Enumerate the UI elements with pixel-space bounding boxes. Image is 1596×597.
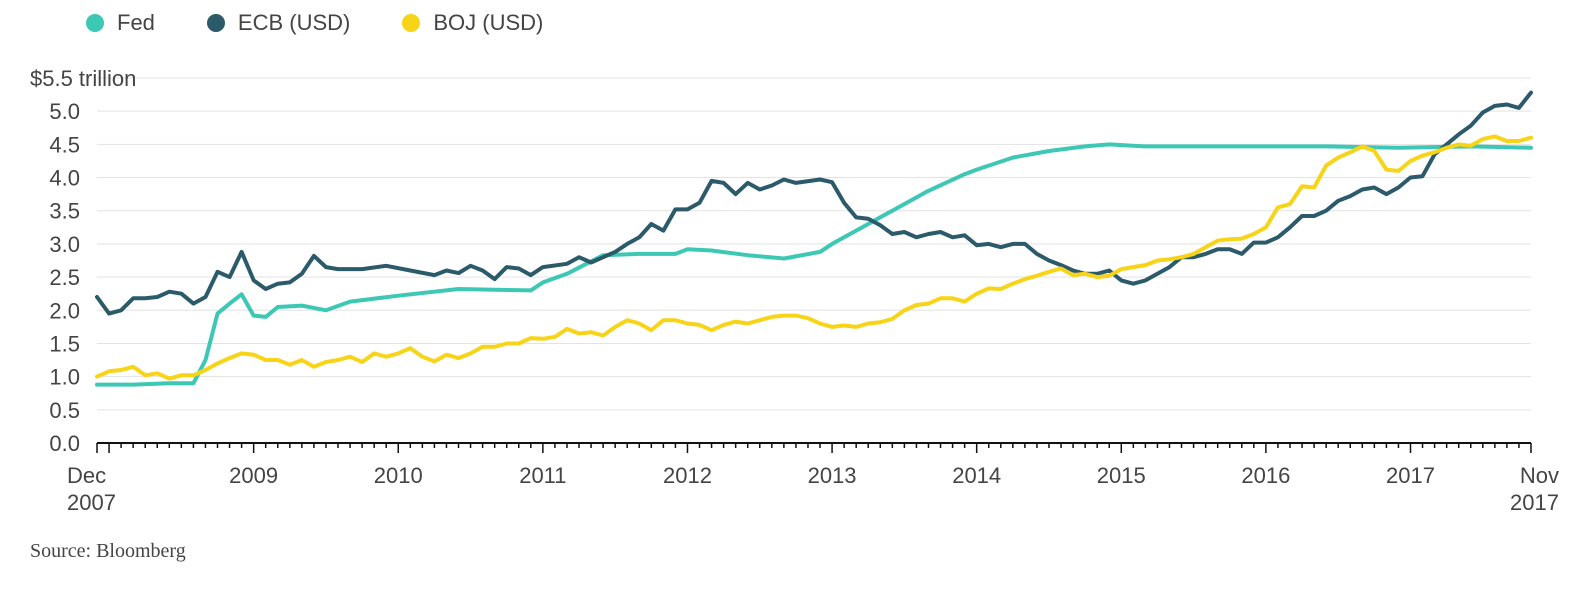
x-tick-label: 2014	[952, 463, 1001, 488]
x-tick-label: 2017	[1386, 463, 1435, 488]
y-tick-label: 2.0	[49, 298, 80, 323]
x-tick-label: 2015	[1097, 463, 1146, 488]
y-tick-label: 1.5	[49, 331, 80, 356]
x-tick-label-year: 2017	[1510, 490, 1559, 515]
x-tick-label: 2009	[229, 463, 278, 488]
legend-item: ECB (USD)	[206, 10, 351, 36]
x-tick-label: Nov	[1520, 463, 1559, 488]
legend-item: Fed	[86, 10, 155, 36]
y-tick-label: 3.0	[49, 232, 80, 257]
y-tick-label: 0.0	[49, 431, 80, 456]
line-chart: $5.5 trillion 0.0 0.5 1.0 1.5 2.0 2.5 3.0 3.5 4.0…	[30, 66, 1559, 515]
x-tick-label-year: 2007	[67, 490, 116, 515]
x-tick-label: 2013	[808, 463, 857, 488]
grid-lines	[97, 77, 1531, 411]
x-tick-label: 2010	[374, 463, 423, 488]
y-tick-label: 4.0	[49, 166, 80, 191]
legend-label: ECB (USD)	[237, 10, 351, 35]
x-tick-label: 2011	[519, 463, 566, 488]
y-axis-top-label: $5.5 trillion	[30, 66, 136, 91]
y-tick-label: 3.5	[49, 199, 80, 224]
legend-swatch	[86, 14, 104, 32]
y-tick-label: 1.0	[49, 365, 80, 390]
legend-swatch	[402, 14, 421, 32]
series-line	[95, 134, 1533, 381]
x-tick-label: Dec	[67, 463, 106, 488]
y-axis: $5.5 trillion 0.0 0.5 1.0 1.5 2.0 2.5 3.0 3.5 4.0…	[30, 66, 136, 456]
series-line	[95, 142, 1533, 387]
series-lines	[95, 90, 1533, 387]
legend-item: BOJ (USD)	[402, 10, 543, 36]
y-tick-label: 0.5	[49, 398, 80, 423]
y-tick-label: 2.5	[49, 265, 80, 290]
series-line	[95, 90, 1533, 316]
legend-label: BOJ (USD)	[433, 10, 544, 35]
y-tick-label: 4.5	[49, 132, 80, 157]
legend-label: Fed	[117, 10, 155, 35]
legend-swatch	[206, 14, 225, 32]
x-tick-label: 2012	[663, 463, 712, 488]
y-tick-label: 5.0	[49, 99, 80, 124]
x-tick-label: 2016	[1241, 463, 1290, 488]
chart-legend: Fed ECB (USD) BOJ (USD)	[86, 6, 595, 40]
source-note: Source: Bloomberg	[30, 540, 186, 562]
